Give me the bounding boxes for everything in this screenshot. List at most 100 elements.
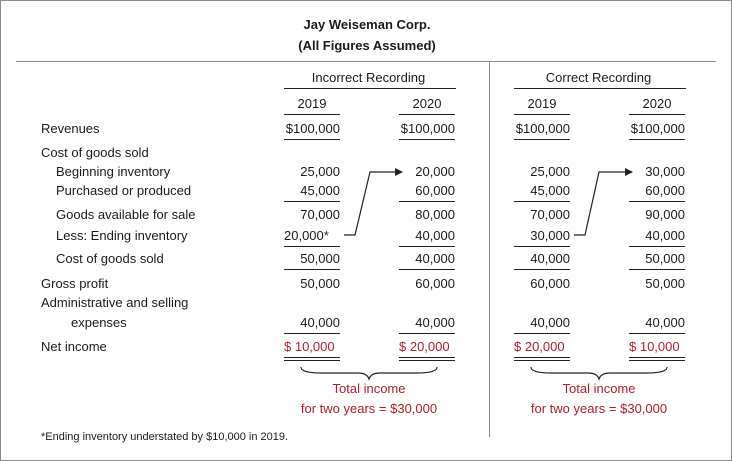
cor-2020-net-income: $ 10,000 (629, 339, 680, 354)
label-expenses: expenses (71, 315, 127, 330)
label-admin-selling: Administrative and selling (41, 295, 189, 310)
incorrect-recording-heading: Incorrect Recording (311, 70, 426, 85)
inc-2019-purchased: 45,000 (300, 183, 340, 198)
rule-revenues (514, 139, 570, 140)
label-cost-of-goods-sold: Cost of goods sold (41, 145, 149, 160)
double-rule-net (514, 357, 570, 358)
cor-2020-available: 90,000 (645, 207, 685, 222)
correct-heading-rule (514, 88, 686, 89)
header-rule (16, 61, 716, 62)
double-rule-net (629, 360, 685, 361)
correct-year-2019: 2019 (527, 96, 557, 111)
brace-incorrect (300, 366, 438, 381)
rule-ending-inventory (399, 246, 455, 247)
correct-year-2020: 2020 (642, 96, 672, 111)
inc-2019-admin: 40,000 (300, 315, 340, 330)
cor-2019-gross: 60,000 (530, 276, 570, 291)
label-net-income: Net income (41, 339, 107, 354)
correct-total-line1: Total income (562, 381, 636, 396)
inc-2020-beginning-inventory: 20,000 (415, 164, 455, 179)
company-name: Jay Weiseman Corp. (303, 17, 431, 32)
cor-2020-cogs: 50,000 (645, 251, 685, 266)
cor-2019-available: 70,000 (530, 207, 570, 222)
rule-cogs (629, 269, 685, 270)
inc-2019-ending-inventory: 20,000* (284, 228, 329, 243)
cor-2019-admin: 40,000 (530, 315, 570, 330)
rule-admin (514, 333, 570, 334)
double-rule-net (284, 357, 340, 358)
double-rule-net (399, 357, 455, 358)
double-rule-net (514, 360, 570, 361)
rule-admin (284, 333, 340, 334)
correct-total-line2: for two years = $30,000 (530, 401, 668, 416)
inc-2019-beginning-inventory: 25,000 (300, 164, 340, 179)
inc-2019-cogs: 50,000 (300, 251, 340, 266)
rule-revenues (629, 139, 685, 140)
correct-recording-heading: Correct Recording (545, 70, 652, 85)
cor-2019-cogs: 40,000 (530, 251, 570, 266)
inc-2020-available: 80,000 (415, 207, 455, 222)
inc-2019-revenues: $100,000 (285, 121, 340, 136)
double-rule-net (629, 357, 685, 358)
label-less-ending-inventory: Less: Ending inventory (56, 228, 188, 243)
year-rule (514, 114, 570, 115)
label-beginning-inventory: Beginning inventory (56, 164, 171, 179)
arrow-incorrect (344, 168, 403, 236)
cor-2020-gross: 50,000 (645, 276, 685, 291)
label-gross-profit: Gross profit (41, 276, 109, 291)
inc-2019-gross: 50,000 (300, 276, 340, 291)
rule-purchased (629, 201, 685, 202)
incorrect-year-2020: 2020 (412, 96, 442, 111)
cor-2020-admin: 40,000 (645, 315, 685, 330)
cor-2020-purchased: 60,000 (645, 183, 685, 198)
rule-cogs (399, 269, 455, 270)
rule-purchased (399, 201, 455, 202)
inc-2020-admin: 40,000 (415, 315, 455, 330)
double-rule-net (284, 360, 340, 361)
cor-2020-revenues: $100,000 (630, 121, 685, 136)
inc-2020-gross: 60,000 (415, 276, 455, 291)
cor-2019-purchased: 45,000 (530, 183, 570, 198)
cor-2019-revenues: $100,000 (515, 121, 570, 136)
rule-purchased (284, 201, 340, 202)
rule-revenues (399, 139, 455, 140)
rule-ending-inventory (629, 246, 685, 247)
cor-2019-ending-inventory: 30,000 (530, 228, 570, 243)
cor-2019-beginning-inventory: 25,000 (530, 164, 570, 179)
section-divider (489, 62, 490, 437)
year-rule (284, 114, 340, 115)
rule-cogs (514, 269, 570, 270)
incorrect-total-line1: Total income (332, 381, 406, 396)
inc-2019-available: 70,000 (300, 207, 340, 222)
rule-revenues (284, 139, 340, 140)
label-cogs-total: Cost of goods sold (56, 251, 164, 266)
label-purchased-or-produced: Purchased or produced (56, 183, 192, 198)
rule-admin (399, 333, 455, 334)
incorrect-heading-rule (284, 88, 456, 89)
inc-2020-cogs: 40,000 (415, 251, 455, 266)
double-rule-net (399, 360, 455, 361)
label-goods-available: Goods available for sale (56, 207, 196, 222)
incorrect-total-line2: for two years = $30,000 (300, 401, 438, 416)
inc-2020-revenues: $100,000 (400, 121, 455, 136)
cor-2019-net-income: $ 20,000 (514, 339, 565, 354)
rule-cogs (284, 269, 340, 270)
inc-2020-net-income: $ 20,000 (399, 339, 450, 354)
incorrect-year-2019: 2019 (297, 96, 327, 111)
rule-purchased (514, 201, 570, 202)
arrow-correct (574, 168, 633, 236)
rule-admin (629, 333, 685, 334)
brace-correct (530, 366, 668, 381)
inc-2019-net-income: $ 10,000 (284, 339, 335, 354)
year-rule (399, 114, 455, 115)
cor-2020-beginning-inventory: 30,000 (645, 164, 685, 179)
footnote: *Ending inventory understated by $10,000… (41, 431, 289, 443)
statement-subtitle: (All Figures Assumed) (298, 38, 436, 53)
inc-2020-purchased: 60,000 (415, 183, 455, 198)
cor-2020-ending-inventory: 40,000 (645, 228, 685, 243)
rule-ending-inventory (284, 246, 340, 247)
inc-2020-ending-inventory: 40,000 (415, 228, 455, 243)
rule-ending-inventory (514, 246, 570, 247)
